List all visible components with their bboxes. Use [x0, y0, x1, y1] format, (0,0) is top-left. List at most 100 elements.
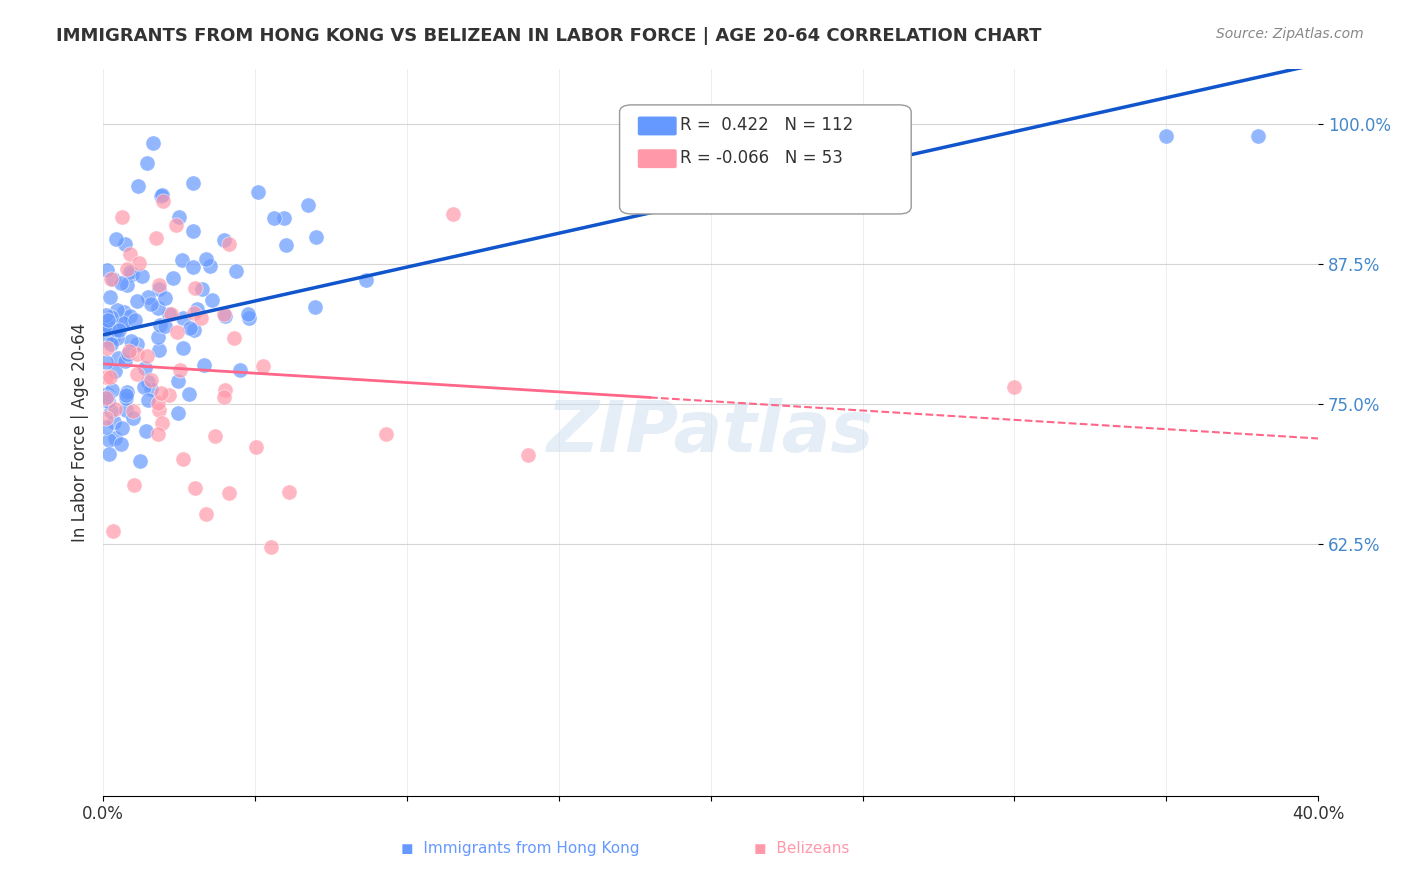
Point: [101, 326, 124, 340]
Point: [110, 437, 132, 451]
Point: [122, 411, 145, 425]
Point: [517, 448, 540, 462]
Point: [134, 360, 156, 375]
Point: [441, 207, 464, 221]
Point: [124, 478, 146, 492]
Point: [105, 331, 128, 345]
Point: [96, 322, 118, 336]
Point: [374, 426, 396, 441]
Point: [273, 211, 295, 225]
Point: [100, 404, 122, 418]
Point: [120, 265, 142, 279]
Point: [150, 416, 173, 430]
Point: [201, 293, 224, 307]
Point: [162, 271, 184, 285]
Point: [134, 380, 156, 394]
Point: [103, 415, 125, 429]
Point: [96, 386, 118, 401]
Point: [115, 388, 138, 402]
Point: [136, 290, 159, 304]
Point: [96, 420, 118, 434]
Point: [218, 485, 240, 500]
Point: [190, 282, 212, 296]
Point: [247, 185, 270, 199]
Point: [225, 264, 247, 278]
Point: [204, 429, 226, 443]
Point: [115, 278, 138, 293]
Point: [135, 424, 157, 438]
Point: [97, 319, 120, 334]
Text: R = -0.066   N = 53: R = -0.066 N = 53: [681, 149, 844, 167]
Point: [148, 282, 170, 296]
Point: [177, 387, 200, 401]
Point: [96, 355, 118, 369]
Point: [148, 426, 170, 441]
Point: [118, 310, 141, 324]
Point: [172, 253, 194, 268]
Point: [236, 307, 259, 321]
Point: [166, 325, 188, 339]
Text: Source: ZipAtlas.com: Source: ZipAtlas.com: [1216, 27, 1364, 41]
Point: [172, 311, 194, 326]
Point: [129, 453, 152, 467]
Point: [194, 507, 217, 521]
Point: [97, 447, 120, 461]
Point: [97, 313, 120, 327]
Point: [152, 194, 174, 209]
Point: [127, 337, 149, 351]
FancyBboxPatch shape: [620, 105, 911, 214]
Point: [224, 331, 246, 345]
Point: [277, 485, 299, 500]
Point: [100, 310, 122, 325]
Text: ZIPatlas: ZIPatlas: [547, 398, 875, 467]
Point: [245, 441, 267, 455]
Point: [148, 301, 170, 316]
Y-axis label: In Labor Force | Age 20-64: In Labor Force | Age 20-64: [72, 323, 89, 541]
Point: [96, 341, 118, 355]
Text: ◼  Immigrants from Hong Kong: ◼ Immigrants from Hong Kong: [401, 841, 640, 856]
Point: [139, 297, 162, 311]
Point: [110, 276, 132, 290]
Point: [1246, 128, 1268, 143]
Point: [96, 320, 118, 334]
Point: [165, 218, 187, 232]
Point: [125, 293, 148, 308]
Point: [112, 305, 135, 319]
Point: [136, 393, 159, 408]
Point: [181, 224, 204, 238]
Point: [169, 363, 191, 377]
Point: [252, 359, 274, 373]
Point: [121, 267, 143, 281]
Text: ◼  Belizeans: ◼ Belizeans: [754, 841, 849, 856]
Point: [100, 337, 122, 351]
Point: [146, 330, 169, 344]
Point: [104, 364, 127, 378]
Point: [145, 231, 167, 245]
Point: [146, 396, 169, 410]
Point: [104, 431, 127, 445]
Point: [96, 262, 118, 277]
Point: [103, 524, 125, 538]
Point: [96, 411, 118, 425]
Point: [212, 390, 235, 404]
Point: [304, 300, 326, 314]
Point: [181, 260, 204, 274]
Point: [1004, 379, 1026, 393]
Point: [186, 301, 208, 316]
Point: [297, 197, 319, 211]
Point: [172, 452, 194, 467]
Point: [101, 383, 124, 397]
Point: [110, 211, 132, 225]
Text: R =  0.422   N = 112: R = 0.422 N = 112: [681, 116, 853, 134]
Point: [118, 247, 141, 261]
Point: [96, 319, 118, 334]
Point: [125, 367, 148, 381]
Point: [127, 178, 149, 193]
Point: [98, 433, 121, 447]
Point: [114, 391, 136, 405]
Point: [356, 273, 378, 287]
Point: [167, 406, 190, 420]
Point: [153, 291, 176, 305]
Point: [107, 351, 129, 365]
Point: [98, 290, 121, 304]
